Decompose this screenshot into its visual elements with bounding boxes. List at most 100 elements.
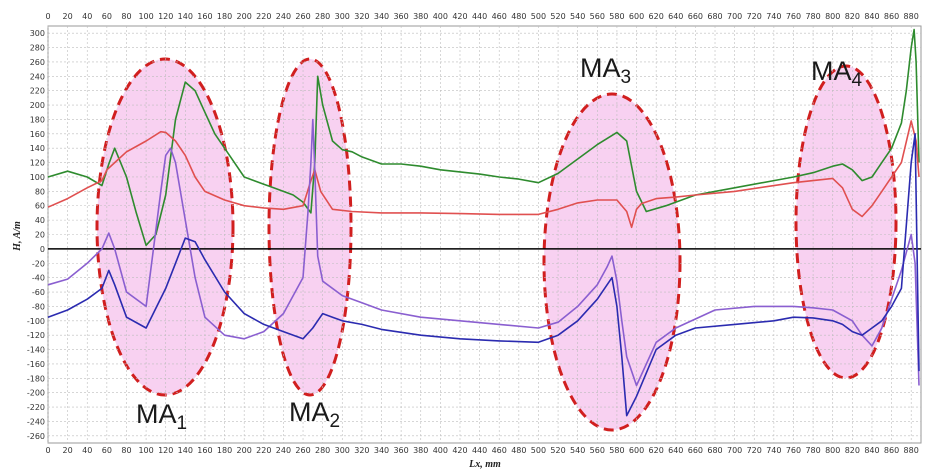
x-tick-label-bottom: 600	[629, 446, 644, 455]
x-tick-label-top: 60	[102, 12, 112, 21]
grid	[47, 26, 921, 443]
x-tick-label-top: 500	[531, 12, 546, 21]
x-tick-label-bottom: 360	[393, 446, 408, 455]
y-tick-label: 0	[40, 245, 45, 254]
anomaly-label-2: MA2	[289, 397, 340, 432]
y-tick-label: 180	[30, 115, 45, 124]
anomaly-label-1: MA1	[136, 399, 187, 434]
x-tick-label-bottom: 780	[805, 446, 820, 455]
x-tick-label-bottom: 220	[256, 446, 271, 455]
x-tick-label-top: 280	[315, 12, 330, 21]
x-tick-label-bottom: 520	[550, 446, 565, 455]
x-tick-label-bottom: 120	[158, 446, 173, 455]
y-tick-label: 200	[30, 101, 45, 110]
x-tick-label-top: 700	[727, 12, 742, 21]
y-tick-label: -20	[32, 259, 45, 268]
x-tick-label-top: 140	[178, 12, 193, 21]
series-line-3	[47, 118, 920, 387]
y-tick-label: 140	[30, 144, 45, 153]
y-tick-label: 80	[35, 187, 45, 196]
x-tick-label-bottom: 160	[197, 446, 212, 455]
x-tick-label-top: 40	[82, 12, 92, 21]
x-tick-label-bottom: 180	[217, 446, 232, 455]
x-tick-label-bottom: 860	[884, 446, 899, 455]
y-tick-label: -80	[32, 302, 45, 311]
x-tick-label-top: 160	[197, 12, 212, 21]
x-tick-label-bottom: 460	[492, 446, 507, 455]
x-tick-label-bottom: 0	[45, 446, 50, 455]
anomaly-label-4: MA4	[811, 56, 863, 91]
x-tick-label-bottom: 880	[904, 446, 919, 455]
x-tick-label-bottom: 200	[237, 446, 252, 455]
x-tick-label-top: 320	[354, 12, 369, 21]
y-tick-label: 280	[30, 44, 45, 53]
x-tick-label-top: 860	[884, 12, 899, 21]
x-tick-label-top: 440	[472, 12, 487, 21]
x-tick-label-bottom: 480	[511, 446, 526, 455]
y-tick-label: 240	[30, 72, 45, 81]
x-tick-label-top: 580	[609, 12, 624, 21]
y-tick-label: -40	[32, 274, 45, 283]
x-tick-label-bottom: 280	[315, 446, 330, 455]
x-tick-label-bottom: 60	[102, 446, 112, 455]
y-tick-label: -140	[27, 346, 45, 355]
y-tick-label: 60	[35, 202, 45, 211]
x-tick-label-top: 80	[121, 12, 131, 21]
x-tick-label-bottom: 720	[747, 446, 762, 455]
x-tick-label-top: 820	[845, 12, 860, 21]
x-tick-label-bottom: 300	[335, 446, 350, 455]
x-tick-label-top: 740	[766, 12, 781, 21]
x-tick-label-top: 120	[158, 12, 173, 21]
x-tick-labels-top: 0 20 40 60 80 100 120 140 160 180 200 220 240 260 280 3…	[45, 12, 918, 21]
x-tick-label-top: 360	[393, 12, 408, 21]
anomaly-label-3: MA3	[580, 53, 631, 88]
x-tick-labels-bottom: 0 20 40 60 80 100 120 140 160 180 200 220 240 260 280 3…	[45, 446, 918, 455]
anomaly-ellipse-3	[542, 92, 682, 432]
x-tick-label-bottom: 440	[472, 446, 487, 455]
y-tick-label: -60	[32, 288, 45, 297]
x-tick-label-top: 20	[63, 12, 73, 21]
y-tick-label: -260	[27, 432, 45, 441]
x-tick-label-top: 520	[550, 12, 565, 21]
x-tick-label-bottom: 260	[295, 446, 310, 455]
x-tick-label-bottom: 500	[531, 446, 546, 455]
x-tick-label-bottom: 400	[433, 446, 448, 455]
series-line-1	[47, 28, 920, 247]
y-tick-label: 160	[30, 130, 45, 139]
y-tick-label: -160	[27, 360, 45, 369]
x-tick-label-top: 200	[237, 12, 252, 21]
x-tick-label-bottom: 560	[590, 446, 605, 455]
x-tick-label-top: 620	[649, 12, 664, 21]
x-tick-label-bottom: 620	[649, 446, 664, 455]
x-tick-label-bottom: 680	[707, 446, 722, 455]
x-tick-label-top: 380	[413, 12, 428, 21]
anomaly-ellipse-1	[95, 57, 235, 397]
x-tick-label-bottom: 380	[413, 446, 428, 455]
x-tick-label-top: 460	[492, 12, 507, 21]
x-tick-label-bottom: 820	[845, 446, 860, 455]
x-tick-label-top: 800	[825, 12, 840, 21]
series-lines	[47, 28, 920, 417]
x-tick-label-top: 180	[217, 12, 232, 21]
anomaly-ellipse-4	[794, 64, 898, 380]
x-tick-label-top: 640	[668, 12, 683, 21]
x-tick-label-bottom: 800	[825, 446, 840, 455]
x-tick-label-bottom: 340	[374, 446, 389, 455]
x-tick-label-bottom: 700	[727, 446, 742, 455]
y-tick-label: -240	[27, 417, 45, 426]
x-tick-label-top: 300	[335, 12, 350, 21]
x-tick-label-bottom: 100	[138, 446, 153, 455]
y-tick-label: -180	[27, 374, 45, 383]
x-tick-label-top: 840	[864, 12, 879, 21]
x-tick-label-top: 220	[256, 12, 271, 21]
x-tick-label-top: 760	[786, 12, 801, 21]
x-tick-label-bottom: 540	[570, 446, 585, 455]
y-tick-label: -220	[27, 403, 45, 412]
anomaly-regions	[95, 57, 898, 432]
x-tick-label-top: 260	[295, 12, 310, 21]
x-tick-label-top: 660	[688, 12, 703, 21]
x-tick-label-top: 0	[45, 12, 50, 21]
x-tick-label-bottom: 840	[864, 446, 879, 455]
x-tick-label-top: 400	[433, 12, 448, 21]
